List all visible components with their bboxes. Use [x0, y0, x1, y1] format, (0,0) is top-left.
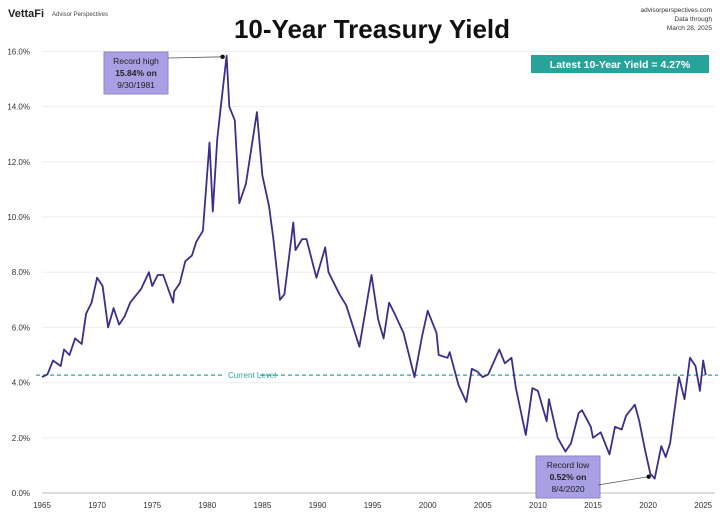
y-tick-label: 6.0% [12, 323, 30, 332]
latest-yield-text: Latest 10-Year Yield = 4.27% [550, 59, 691, 71]
x-tick-label: 2020 [639, 501, 657, 510]
annotation-text: Record high [113, 56, 159, 66]
x-tick-label: 1995 [364, 501, 382, 510]
vettafi-logo: VettaFi [8, 8, 44, 20]
annotation-text: 8/4/2020 [551, 484, 584, 494]
x-tick-label: 2000 [419, 501, 437, 510]
x-tick-label: 1975 [143, 501, 161, 510]
x-tick-label: 2025 [694, 501, 712, 510]
x-tick-label: 1985 [254, 501, 272, 510]
x-tick-label: 1980 [198, 501, 216, 510]
source-line-2: Data through [674, 16, 712, 23]
annotation-text: Record low [547, 460, 590, 470]
annotation-box [535, 455, 601, 499]
annotation-arrow [597, 476, 649, 486]
annotation-arrowhead [220, 54, 225, 60]
y-tick-label: 16.0% [7, 47, 30, 56]
current-level-label: Current Level [228, 371, 276, 380]
annotation-arrowhead [646, 474, 651, 479]
annotation-box [103, 51, 169, 95]
x-tick-label: 1990 [309, 501, 327, 510]
yield-series-line [41, 54, 707, 480]
annotation-text: 9/30/1981 [117, 80, 155, 90]
chart-title: 10-Year Treasury Yield [234, 14, 510, 44]
x-tick-label: 1965 [33, 501, 51, 510]
y-tick-label: 8.0% [12, 268, 30, 277]
x-tick-label: 1970 [88, 501, 106, 510]
annotation-arrow [167, 56, 223, 59]
x-tick-label: 2015 [584, 501, 602, 510]
annotation-text: 15.84% on [115, 68, 157, 78]
x-tick-label: 2005 [474, 501, 492, 510]
y-tick-label: 14.0% [7, 103, 30, 112]
annotation-text: 0.52% on [550, 472, 587, 482]
source-line-1: advisorperspectives.com [640, 7, 712, 14]
y-tick-label: 4.0% [12, 379, 30, 388]
current-level-label-bg [224, 369, 260, 380]
x-tick-label: 2010 [529, 501, 547, 510]
logo-subtitle: Advisor Perspectives [52, 12, 108, 18]
y-tick-label: 10.0% [7, 213, 30, 222]
source-line-3: March 28, 2025 [667, 25, 713, 32]
y-tick-label: 0.0% [12, 489, 30, 498]
latest-yield-badge [531, 55, 709, 73]
y-tick-label: 2.0% [12, 434, 30, 443]
y-tick-label: 12.0% [7, 158, 30, 167]
